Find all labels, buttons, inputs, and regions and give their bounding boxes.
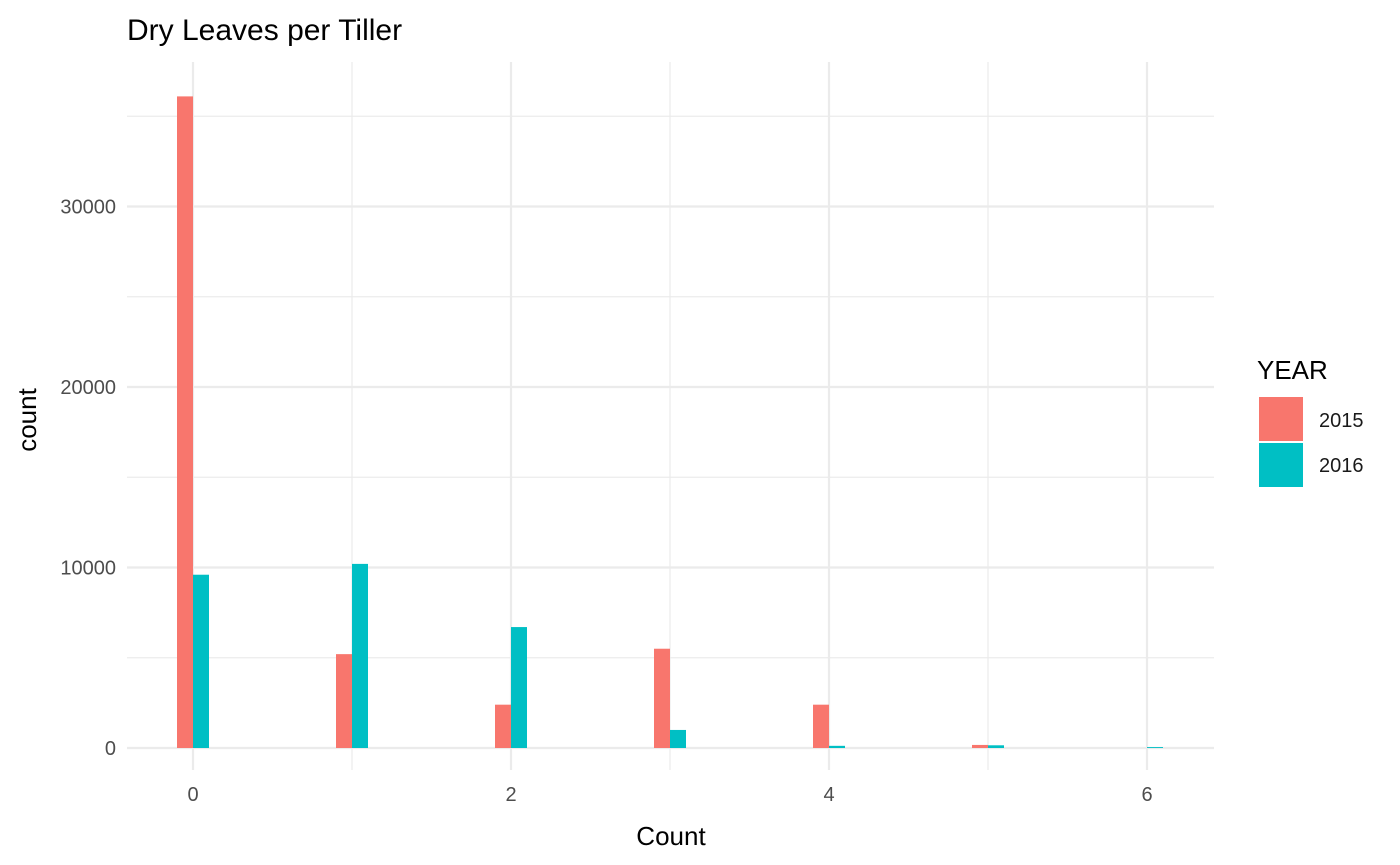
bar-2015-5 xyxy=(972,744,988,748)
legend-label-2015: 2015 xyxy=(1319,410,1364,432)
bar-2016-2 xyxy=(511,627,527,748)
bar-2015-4 xyxy=(813,704,829,748)
x-tick-label: 0 xyxy=(187,784,198,806)
x-tick-label: 6 xyxy=(1141,784,1152,806)
legend-swatch-2016 xyxy=(1259,443,1303,487)
bar-2015-1 xyxy=(336,654,352,748)
bar-2016-3 xyxy=(670,729,686,748)
bars xyxy=(177,96,1163,748)
legend: YEAR 2015 2016 xyxy=(1257,355,1364,487)
chart-title: Dry Leaves per Tiller xyxy=(127,14,402,47)
y-axis-title: count xyxy=(12,387,42,451)
bar-2016-0 xyxy=(193,574,209,748)
x-axis-title: Count xyxy=(636,821,706,851)
grid xyxy=(127,62,1214,770)
bar-2016-6 xyxy=(1147,747,1163,748)
y-tick-label: 30000 xyxy=(60,197,116,219)
x-tick-label: 4 xyxy=(823,784,834,806)
legend-title: YEAR xyxy=(1257,355,1328,385)
y-tick-label: 10000 xyxy=(60,558,116,580)
y-tick-label: 0 xyxy=(105,738,116,760)
x-tick-label: 2 xyxy=(505,784,516,806)
tick-labels: 0 2 4 6 0 10000 20000 30000 xyxy=(60,197,1152,807)
bar-2016-4 xyxy=(829,745,845,748)
legend-swatch-2015 xyxy=(1259,397,1303,441)
bar-2015-2 xyxy=(495,704,511,748)
bar-2015-0 xyxy=(177,96,193,748)
bar-2015-3 xyxy=(654,648,670,748)
legend-label-2016: 2016 xyxy=(1319,455,1364,477)
bar-2016-1 xyxy=(352,563,368,748)
bar-2016-5 xyxy=(988,745,1004,748)
y-tick-label: 20000 xyxy=(60,377,116,399)
